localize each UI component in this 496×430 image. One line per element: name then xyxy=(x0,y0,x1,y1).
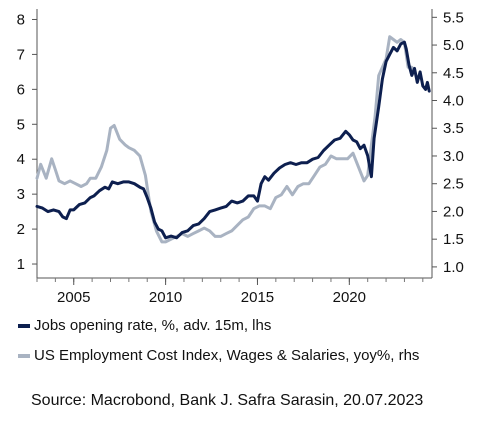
left-tick-label: 6 xyxy=(17,81,25,98)
left-tick-label: 7 xyxy=(17,46,25,63)
right-tick-label: 2.0 xyxy=(443,203,464,220)
legend-swatch-jobs-opening-rate xyxy=(18,323,30,328)
legend-label-employment-cost-index: US Employment Cost Index, Wages & Salari… xyxy=(34,347,420,364)
source-note: Source: Macrobond, Bank J. Safra Sarasin… xyxy=(31,392,424,409)
right-tick-label: 1.0 xyxy=(443,259,464,276)
series-line-jobs-opening-rate xyxy=(35,40,431,240)
right-tick-label: 4.5 xyxy=(443,65,464,82)
right-tick-label: 4.0 xyxy=(443,93,464,110)
right-tick-label: 1.5 xyxy=(443,231,464,248)
left-tick-label: 1 xyxy=(17,256,25,273)
chart-axes: 1 2 3 4 5 6 7 8 1.0 1.5 2.0 2.5 3.0 3.5 4.0 4.5 5.0 5.5 20… xyxy=(17,9,464,306)
left-tick-label: 2 xyxy=(17,221,25,238)
series-line-employment-cost-index xyxy=(35,35,416,244)
right-tick-label: 2.5 xyxy=(443,176,464,193)
x-tick-label: 2005 xyxy=(57,289,90,306)
right-tick-label: 5.5 xyxy=(443,9,464,26)
x-tick-label: 2020 xyxy=(333,289,366,306)
left-tick-label: 5 xyxy=(17,116,25,133)
legend-item-jobs-opening-rate: Jobs opening rate, %, adv. 15m, lhs xyxy=(18,317,271,334)
chart-series xyxy=(35,35,431,244)
legend-item-employment-cost-index: US Employment Cost Index, Wages & Salari… xyxy=(18,347,419,364)
right-tick-label: 5.0 xyxy=(443,37,464,54)
x-tick-label: 2010 xyxy=(149,289,182,306)
left-tick-label: 8 xyxy=(17,11,25,28)
legend-swatch-employment-cost-index xyxy=(18,353,30,358)
left-tick-label: 3 xyxy=(17,186,25,203)
line-chart: 1 2 3 4 5 6 7 8 1.0 1.5 2.0 2.5 3.0 3.5 4.0 4.5 5.0 5.5 20… xyxy=(17,9,464,306)
right-tick-label: 3.0 xyxy=(443,148,464,165)
left-tick-label: 4 xyxy=(17,151,25,168)
x-tick-label: 2015 xyxy=(241,289,274,306)
legend-label-jobs-opening-rate: Jobs opening rate, %, adv. 15m, lhs xyxy=(34,317,272,334)
right-tick-label: 3.5 xyxy=(443,120,464,137)
